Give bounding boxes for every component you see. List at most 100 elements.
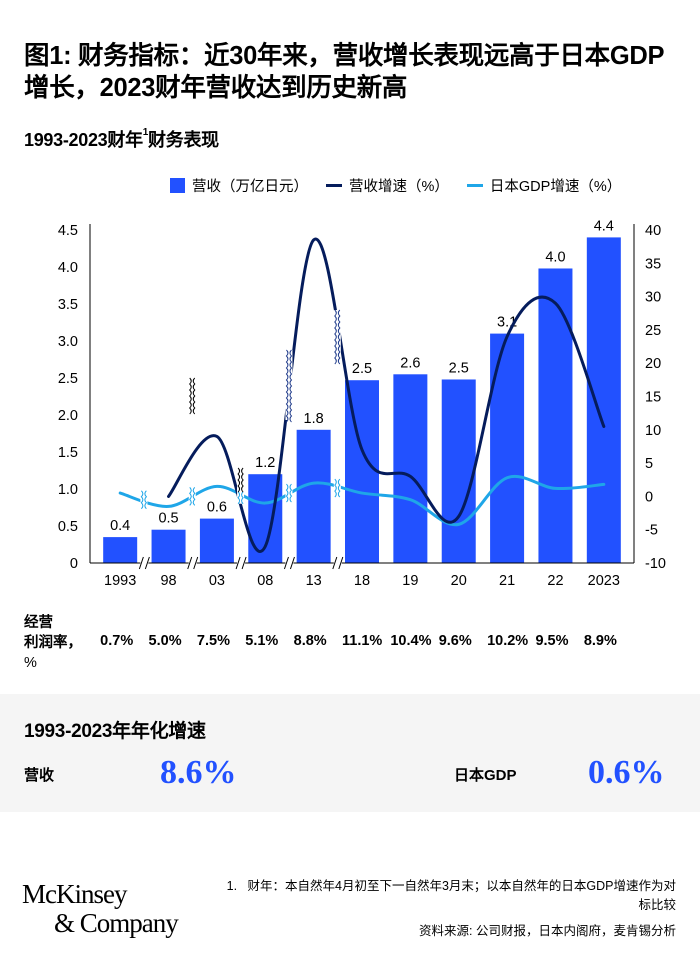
x-axis-break-mark [338, 556, 344, 570]
right-tick-label: -5 [645, 523, 658, 539]
bar-98 [151, 529, 186, 563]
gdp-break-marker [334, 478, 341, 498]
revenue-growth-break-marker [189, 377, 196, 415]
operating-margin-value: 9.6% [438, 633, 472, 649]
x-axis-break-mark [241, 556, 247, 570]
left-tick-label: 3.0 [58, 334, 78, 350]
revenue-cagr-label: 营收 [24, 767, 55, 784]
bar-label-22: 4.0 [545, 249, 565, 265]
operating-margin-label-line2: 利润率， [24, 635, 82, 651]
summary-panel: 1993-2023年年化增速 营收 8.6% 日本GDP 0.6% [0, 694, 700, 812]
gdp-break-marker-gap [285, 484, 293, 503]
legend-item-revenue-growth: 营收增速（%） [326, 175, 449, 196]
gdp-growth-line [118, 474, 606, 527]
gdp-cagr-label: 日本GDP [454, 767, 517, 784]
legend-item-gdp-growth: 日本GDP增速（%） [466, 175, 622, 196]
combo-chart: 0.4 0.50.61.21.82.5 2.6 2.53.14.04.4 00.51.… [58, 218, 666, 589]
revenue-growth-break-marker-gap [188, 378, 196, 414]
bar-1993 [103, 537, 138, 563]
bar-13 [296, 429, 331, 563]
x-axis-break-mark [144, 556, 150, 570]
legend-label-gdp-growth: 日本GDP增速（%） [489, 179, 622, 195]
left-tick-label: 1.5 [58, 445, 78, 461]
bar-label-13: 1.8 [304, 411, 324, 427]
right-tick-label: 0 [645, 489, 653, 505]
legend-label-revenue: 营收（万亿日元） [192, 179, 308, 195]
x-axis-break-gap [285, 561, 294, 565]
x-tick-label: 98 [160, 573, 176, 589]
x-axis-break-gap [333, 561, 342, 565]
x-tick-label: 13 [306, 573, 322, 589]
subtitle-text: 1993-2023财年 [24, 130, 143, 150]
operating-margin-label-unit: % [24, 655, 37, 671]
gdp-break-marker [140, 490, 148, 510]
operating-margin-label-line1: 经营 [24, 615, 53, 631]
bar-03 [199, 518, 234, 563]
x-axis-break-mark [187, 556, 193, 570]
x-tick-label: 19 [402, 573, 418, 589]
bar-label-98: 0.5 [158, 511, 178, 527]
bar-label-20: 2.5 [449, 360, 469, 376]
x-tick-label: 21 [499, 573, 515, 589]
bar-19 [393, 374, 428, 563]
x-axis-break-mark [138, 556, 144, 570]
legend-label-revenue-growth: 营收增速（%） [349, 179, 449, 195]
left-tick-label: 2.0 [58, 408, 78, 424]
x-axis-break-mark [235, 556, 241, 570]
revenue-growth-line [167, 237, 606, 553]
right-tick-label: 10 [645, 423, 661, 439]
gdp-break-marker [285, 483, 293, 503]
logo-line2: & Company [54, 908, 179, 938]
revenue-growth-break-marker-gap [285, 350, 293, 420]
revenue-growth-break-marker-gap [333, 310, 341, 360]
bar-label-03: 0.6 [207, 500, 227, 516]
left-tick-label: 1.0 [58, 482, 78, 498]
legend-swatch-revenue [170, 178, 185, 193]
operating-margin-value: 8.9% [583, 633, 617, 649]
x-axis-break-mark [332, 556, 338, 570]
bar-2023 [586, 237, 621, 563]
bar-21 [490, 333, 525, 563]
right-tick-label: 20 [645, 356, 661, 372]
x-tick-label: 18 [354, 573, 370, 589]
x-tick-label: 1993 [104, 573, 136, 589]
revenue-growth-break-marker [237, 467, 244, 493]
x-tick-label: 20 [451, 573, 467, 589]
right-tick-label: 40 [645, 223, 661, 239]
page-title: 图1: 财务指标：近30年来，营收增长表现远高于日本GDP增长，2023财年营收… [24, 42, 665, 102]
left-tick-label: 4.0 [58, 260, 78, 276]
right-tick-label: 30 [645, 290, 661, 306]
x-tick-label: 03 [209, 573, 225, 589]
right-tick-label: 25 [645, 323, 661, 339]
subtitle-suffix: 财务表现 [148, 130, 219, 150]
bar-18 [345, 380, 379, 563]
x-axis-break-mark [289, 556, 295, 570]
legend-item-revenue: 营收（万亿日元） [170, 175, 308, 196]
revenue-growth-break-marker-gap [237, 468, 245, 492]
operating-margin-value: 11.1% [342, 633, 383, 649]
gdp-cagr-value: 0.6% [588, 754, 665, 791]
operating-margin-value: 5.0% [148, 633, 182, 649]
operating-margin-value: 0.7% [100, 633, 134, 649]
operating-margin-value: 10.2% [487, 633, 529, 649]
bar-22 [538, 268, 573, 563]
x-axis-break-gap [237, 561, 246, 565]
operating-margin-value: 7.5% [196, 633, 230, 649]
chart-legend: 营收（万亿日元） 营收增速（%） 日本GDP增速（%） [170, 175, 639, 196]
left-tick-label: 0 [70, 556, 78, 572]
mckinsey-logo: McKinsey & Company [22, 880, 179, 938]
revenue-growth-break-marker [334, 309, 341, 365]
operating-margin-value: 5.1% [245, 633, 279, 649]
footnote: 1. 财年：本自然年4月初至下一自然年3月末；以本自然年的日本GDP增速作为对标… [226, 879, 676, 912]
x-axis-break-mark [283, 556, 289, 570]
left-tick-label: 3.5 [58, 297, 78, 313]
legend-swatch-revenue-growth [326, 184, 342, 187]
x-tick-label: 08 [257, 573, 273, 589]
bar-label-08: 1.2 [255, 455, 275, 471]
x-axis-break-gap [188, 561, 197, 565]
bar-label-2023: 4.4 [594, 218, 614, 234]
operating-margin-value: 9.5% [535, 633, 569, 649]
footnote-marker: 1 [142, 127, 149, 138]
gdp-break-marker [189, 487, 196, 506]
x-axis-break-gap [140, 561, 149, 565]
